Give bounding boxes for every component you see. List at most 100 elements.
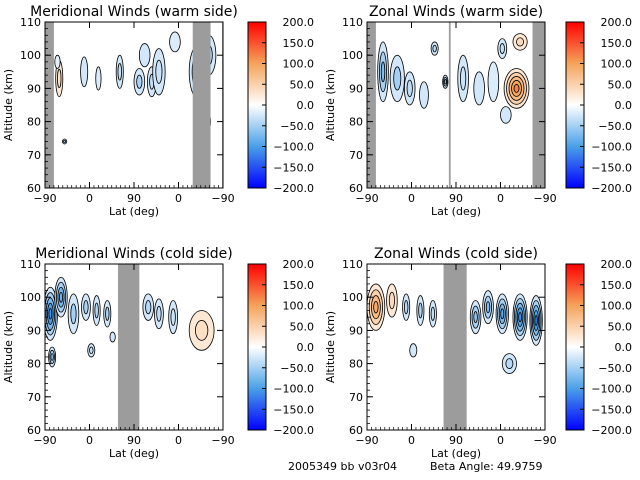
contour-cell-6 [442, 74, 449, 89]
colorbar-tick-label: −200.0 [591, 424, 632, 437]
y-axis-label: Altitude (km) [2, 311, 15, 383]
colorbar-tick-label: 150.0 [283, 37, 315, 50]
contour-cell-10 [152, 48, 166, 96]
y-tick-label: 110 [20, 258, 41, 271]
colorbar-tick-label: −150.0 [591, 161, 632, 174]
contour-cell-12 [501, 353, 517, 374]
contour-level [393, 66, 402, 91]
contour-cell-1 [367, 283, 386, 331]
colorbar-tick-label: −150.0 [273, 161, 314, 174]
y-axis-label: Altitude (km) [324, 311, 337, 383]
y-tick-label: 60 [27, 424, 41, 437]
wind-panel-3: 60 70 80 90 100 110 −90 0 90 0 −90 Lat (deg) Altitud… [2, 246, 314, 460]
y-tick-label: 100 [20, 49, 41, 62]
colorbar-tick-label: −200.0 [591, 182, 632, 195]
contour-level [105, 306, 110, 321]
y-tick-label: 80 [349, 116, 363, 129]
y-tick-label: 60 [349, 182, 363, 195]
contour-cell-1 [377, 41, 389, 103]
y-tick-label: 100 [20, 291, 41, 304]
y-tick-label: 70 [27, 149, 41, 162]
run-id-label: 2005349 bb v03r04 [288, 460, 397, 473]
contour-cell-3 [62, 138, 68, 145]
contour-cell-8 [87, 343, 96, 358]
y-tick-label: 70 [349, 149, 363, 162]
contour-cell-4 [80, 56, 89, 88]
contour-cell-13 [188, 310, 215, 351]
contour-cell-12 [168, 300, 179, 335]
contour-level [155, 59, 163, 84]
contour-cell-5 [95, 66, 102, 91]
contour-level [380, 61, 386, 83]
colorbar-tick-label: −100.0 [591, 383, 632, 396]
contour-level [83, 300, 89, 315]
y-axis-label: Altitude (km) [324, 69, 337, 141]
contour-cell-9 [487, 61, 500, 103]
colorbar-tick-label: 150.0 [283, 279, 315, 292]
contour-cell-6 [409, 343, 418, 358]
contour-cell-4 [419, 81, 429, 109]
no-data-band-1 [45, 22, 54, 188]
colorbar: 200.0 150.0 100.0 50.0 0.0 −50.0 −100.0 −150.0 −… [565, 16, 633, 195]
contour-level [473, 311, 478, 324]
contour-level [95, 66, 102, 91]
contour-level [94, 302, 99, 319]
y-tick-label: 60 [349, 424, 363, 437]
colorbar-tick-label: −150.0 [273, 403, 314, 416]
x-tick-label: −90 [355, 192, 378, 205]
contour-level [57, 68, 62, 88]
colorbar-tick-label: 200.0 [601, 16, 633, 29]
contour-cell-1 [45, 286, 58, 341]
no-data-band-2 [192, 22, 211, 188]
x-axis-label: Lat (deg) [431, 447, 481, 460]
contour-cell-10 [142, 293, 154, 321]
contour-level [499, 43, 505, 54]
contour-cell-4 [416, 295, 425, 326]
contour-level [117, 63, 122, 81]
contour-cell-13 [500, 106, 512, 124]
contour-level [80, 56, 89, 88]
colorbar-tick-label: 50.0 [608, 78, 633, 91]
contour-cell-7 [103, 300, 112, 328]
no-data-band-3 [532, 22, 545, 188]
y-tick-label: 60 [27, 182, 41, 195]
contour-level [170, 308, 176, 326]
no-data-band-1 [367, 22, 376, 188]
contour-level [500, 308, 505, 320]
y-tick-label: 80 [27, 358, 41, 371]
contour-cell-5 [81, 293, 91, 321]
contour-cell-10 [503, 68, 530, 109]
panel-title: Zonal Winds (warm side) [369, 4, 543, 20]
y-tick-label: 80 [349, 358, 363, 371]
x-tick-label: 0 [86, 434, 93, 447]
colorbar-tick-label: 100.0 [601, 300, 633, 313]
x-tick-label: 0 [175, 192, 182, 205]
colorbar-tick-label: 150.0 [601, 37, 633, 50]
contour-cell-5 [430, 41, 439, 56]
colorbar-tick-label: 100.0 [283, 300, 315, 313]
contour-level [195, 320, 209, 341]
beta-angle-value: 49.9759 [497, 460, 543, 473]
colorbar-tick-label: −100.0 [273, 141, 314, 154]
contour-cell-8 [138, 43, 151, 68]
x-tick-label: 0 [408, 434, 415, 447]
contour-cell-6 [92, 295, 101, 326]
colorbar-tick-label: −200.0 [273, 424, 314, 437]
colorbar: 200.0 150.0 100.0 50.0 0.0 −50.0 −100.0 −150.0 −… [247, 16, 315, 195]
contour-level [136, 74, 143, 89]
contour-fills [45, 276, 215, 368]
contour-level [473, 71, 485, 106]
contour-fills [367, 283, 543, 374]
x-tick-label: 0 [408, 192, 415, 205]
contour-level [48, 308, 53, 320]
colorbar-tick-label: −50.0 [598, 362, 632, 375]
contour-level [156, 305, 162, 322]
footer: 2005349 bb v03r04 Beta Angle: 49.9759 [288, 460, 543, 473]
x-tick-label: 90 [449, 192, 463, 205]
wind-panel-2: 60 70 80 90 100 110 −90 0 90 0 −90 Lat (deg) Altitud… [324, 4, 632, 218]
x-tick-label: −90 [355, 434, 378, 447]
contour-level [403, 300, 409, 315]
contour-cell-8 [473, 71, 485, 106]
colorbar-tick-label: 0.0 [615, 341, 633, 354]
colorbar-tick-label: 100.0 [283, 58, 315, 71]
